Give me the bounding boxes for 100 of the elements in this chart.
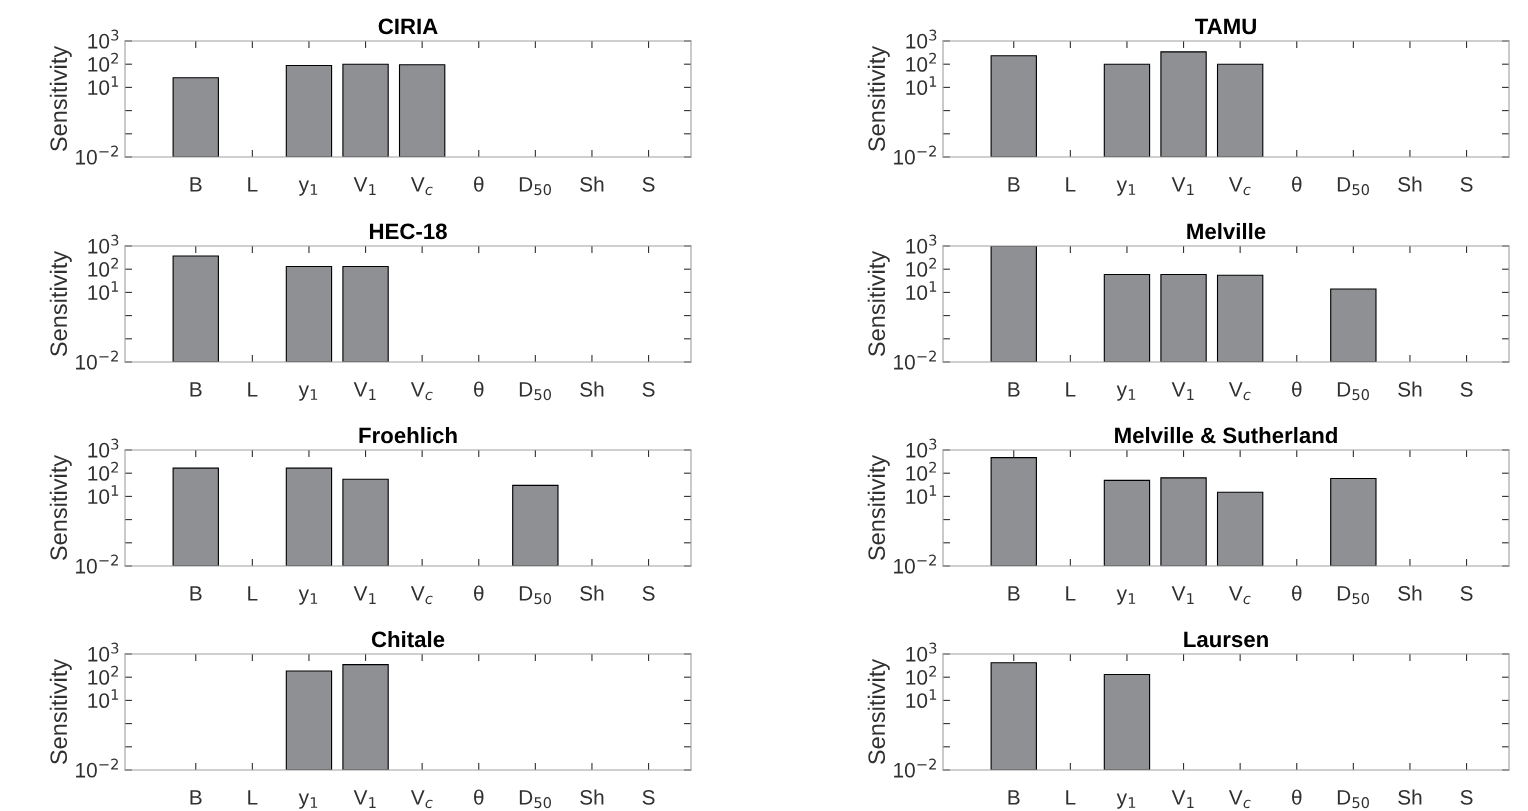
y-tick-label: 10$^{2}$ <box>906 257 936 277</box>
y-tick-label: 10$^{2}$ <box>88 665 118 685</box>
y-tick-label: 10$^{−2}$ <box>76 145 118 165</box>
y-tick-label: 10$^{2}$ <box>88 257 118 277</box>
x-tick-label: Sh <box>580 585 604 601</box>
x-tick-label: y$_{1}$ <box>1116 180 1136 196</box>
x-tick-label: D$_{50}$ <box>519 790 551 809</box>
y-tick-label: 10$^{1}$ <box>88 689 119 709</box>
x-tick-label: B <box>190 177 202 192</box>
x-tick-label: S <box>642 381 655 397</box>
x-tick-label: y$_{1}$ <box>1116 385 1136 401</box>
y-tick-label: 10$^{1}$ <box>88 485 119 505</box>
x-tick-label: θ <box>1292 585 1302 601</box>
y-tick-label: 10$^{3}$ <box>906 234 937 254</box>
x-tick-label: V$_{c}$ <box>1228 177 1251 196</box>
x-tick-label: S <box>1460 381 1473 397</box>
y-axis-title: Sensitivity <box>49 250 72 357</box>
x-tick-label: Sh <box>1398 176 1422 192</box>
x-tick-label: V$_{1}$ <box>353 586 376 604</box>
x-tick-label: D$_{50}$ <box>519 177 551 196</box>
y-tick-label: 10$^{−2}$ <box>76 758 118 778</box>
y-axis-title: Sensitivity <box>867 454 890 561</box>
x-tick-label: L <box>248 177 258 192</box>
x-tick-label: V$_{c}$ <box>1228 586 1251 605</box>
y-tick-label: 10$^{2}$ <box>88 461 118 481</box>
x-tick-label: θ <box>1292 176 1302 192</box>
x-tick-label: θ <box>1292 381 1302 397</box>
x-tick-label: Sh <box>1398 381 1422 397</box>
x-tick-label: Sh <box>580 176 604 192</box>
y-axis-title: Sensitivity <box>49 45 72 152</box>
y-tick-label: 10$^{−2}$ <box>894 145 936 165</box>
y-tick-label: 10$^{1}$ <box>88 76 119 96</box>
x-tick-label: V$_{1}$ <box>1171 586 1194 604</box>
y-tick-label: 10$^{−2}$ <box>76 554 118 574</box>
x-tick-label: D$_{50}$ <box>1337 177 1369 196</box>
y-tick-label: 10$^{2}$ <box>906 665 936 685</box>
chart-title: Chitale <box>371 630 445 648</box>
y-tick-label: 10$^{−2}$ <box>894 350 936 370</box>
x-tick-label: D$_{50}$ <box>519 382 551 401</box>
x-tick-label: D$_{50}$ <box>1337 790 1369 809</box>
x-tick-label: Sh <box>580 789 604 805</box>
x-tick-label: θ <box>474 789 484 805</box>
x-tick-label: y$_{1}$ <box>298 180 318 196</box>
y-tick-label: 10$^{3}$ <box>88 642 119 662</box>
x-tick-label: Sh <box>1398 585 1422 601</box>
x-tick-label: Sh <box>1398 789 1422 805</box>
chart-title: Melville & Sutherland <box>1115 426 1337 444</box>
chart-title: HEC-18 <box>369 223 447 240</box>
x-tick-label: y$_{1}$ <box>298 589 318 605</box>
y-tick-label: 10$^{1}$ <box>906 689 937 709</box>
x-tick-label: B <box>1008 790 1020 805</box>
x-tick-label: S <box>1460 585 1473 601</box>
x-tick-label: V$_{c}$ <box>1228 790 1251 809</box>
x-tick-label: S <box>642 176 655 192</box>
x-tick-label: L <box>248 382 258 397</box>
x-tick-label: L <box>248 586 258 601</box>
x-tick-label: V$_{c}$ <box>410 382 433 401</box>
x-tick-label: S <box>642 585 655 601</box>
y-tick-label: 10$^{2}$ <box>906 461 936 481</box>
chart-title: Froehlich <box>359 426 457 444</box>
x-tick-label: y$_{1}$ <box>298 385 318 401</box>
chart-title: Laursen <box>1184 631 1268 648</box>
y-tick-label: 10$^{−2}$ <box>76 350 118 370</box>
y-tick-label: 10$^{1}$ <box>88 281 119 301</box>
chart-title: Melville <box>1187 222 1266 240</box>
x-tick-label: V$_{c}$ <box>410 586 433 605</box>
y-tick-label: 10$^{3}$ <box>906 29 937 49</box>
x-tick-label: V$_{1}$ <box>353 790 376 808</box>
x-tick-label: L <box>1066 177 1076 192</box>
y-tick-label: 10$^{1}$ <box>906 76 937 96</box>
y-axis-title: Sensitivity <box>867 45 890 152</box>
x-tick-label: D$_{50}$ <box>1337 382 1369 401</box>
x-tick-label: D$_{50}$ <box>519 586 551 605</box>
x-tick-label: B <box>190 790 202 805</box>
x-tick-label: Sh <box>580 381 604 397</box>
x-tick-label: L <box>1066 586 1076 601</box>
chart-title: CIRIA <box>378 18 438 35</box>
x-tick-label: θ <box>474 176 484 192</box>
y-axis-title: Sensitivity <box>49 454 72 561</box>
y-axis-title: Sensitivity <box>867 658 890 765</box>
x-tick-label: V$_{c}$ <box>410 177 433 196</box>
x-tick-label: V$_{1}$ <box>1171 382 1194 400</box>
chart-title: TAMU <box>1194 18 1256 35</box>
x-tick-label: B <box>1008 177 1020 192</box>
x-tick-label: B <box>1008 382 1020 397</box>
y-tick-label: 10$^{3}$ <box>88 234 119 254</box>
x-tick-label: L <box>248 790 258 805</box>
x-tick-label: S <box>1460 789 1473 805</box>
y-tick-label: 10$^{1}$ <box>906 281 937 301</box>
y-tick-label: 10$^{3}$ <box>906 438 937 458</box>
x-tick-label: L <box>1066 382 1076 397</box>
x-tick-label: θ <box>474 585 484 601</box>
x-tick-label: V$_{1}$ <box>1171 177 1194 195</box>
y-axis-title: Sensitivity <box>49 658 72 765</box>
x-tick-label: y$_{1}$ <box>1116 589 1136 605</box>
y-tick-label: 10$^{1}$ <box>906 485 937 505</box>
x-tick-label: D$_{50}$ <box>1337 586 1369 605</box>
y-tick-label: 10$^{3}$ <box>88 438 119 458</box>
x-tick-label: y$_{1}$ <box>298 793 318 809</box>
y-tick-label: 10$^{3}$ <box>88 29 119 49</box>
